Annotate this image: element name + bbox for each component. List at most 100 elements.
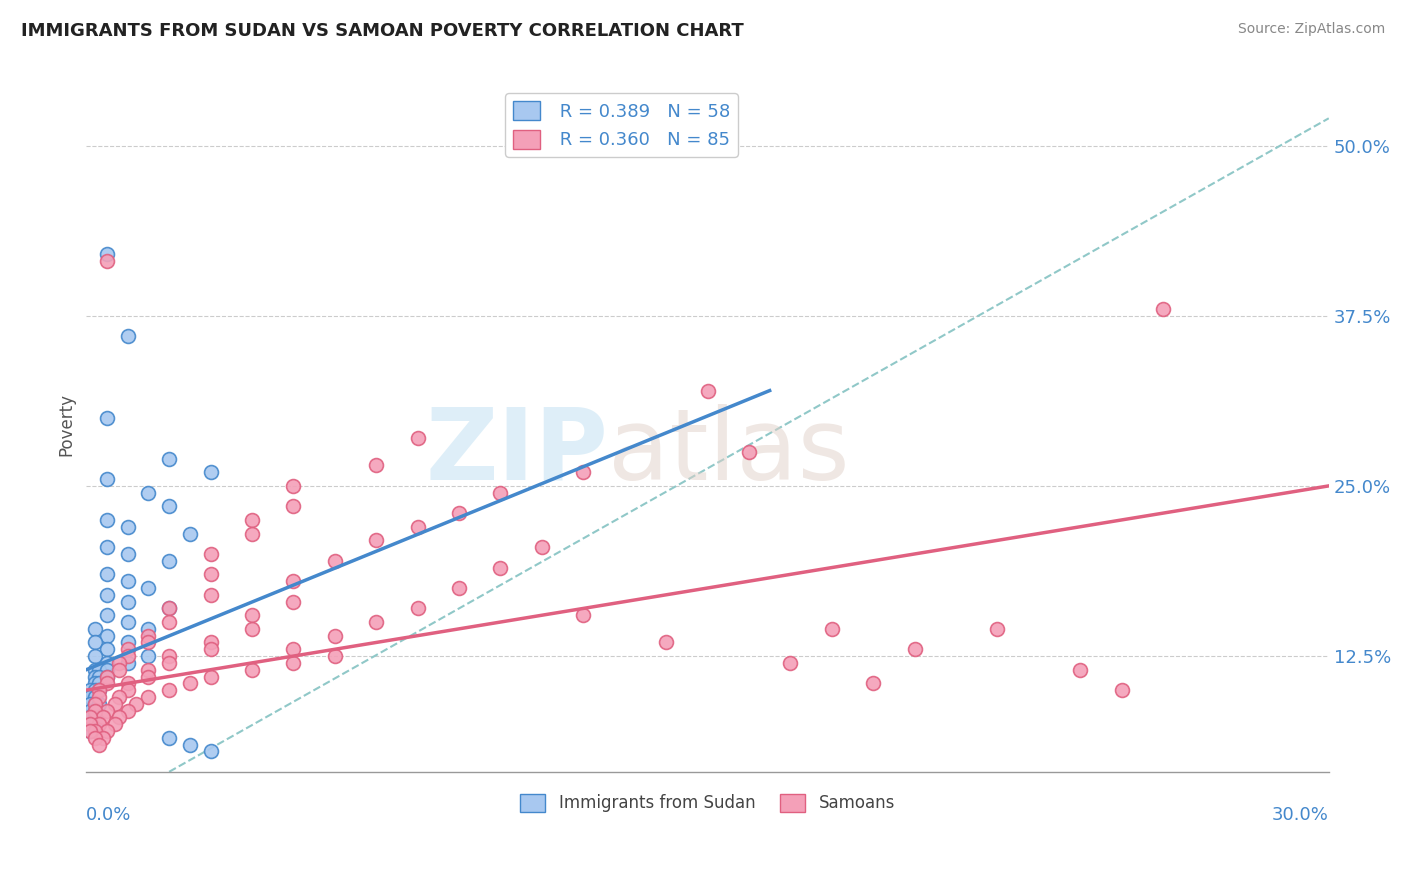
Point <box>83 697 105 711</box>
Point <box>83 697 105 711</box>
Point <box>200 744 222 758</box>
Point <box>179 738 201 752</box>
Point <box>240 608 263 623</box>
Point <box>79 697 101 711</box>
Point <box>986 622 1008 636</box>
Point <box>96 656 118 670</box>
Point <box>323 629 346 643</box>
Point <box>96 676 118 690</box>
Point <box>138 663 160 677</box>
Point <box>83 704 105 718</box>
Point <box>83 717 105 731</box>
Point <box>117 656 139 670</box>
Point <box>83 635 105 649</box>
Point <box>406 520 429 534</box>
Point <box>323 649 346 664</box>
Point <box>240 622 263 636</box>
Point <box>200 588 222 602</box>
Point <box>96 704 118 718</box>
Point <box>91 731 114 745</box>
Point <box>96 608 118 623</box>
Point <box>157 656 180 670</box>
Point <box>117 574 139 589</box>
Point <box>117 683 139 698</box>
Point <box>83 731 105 745</box>
Point <box>572 465 595 479</box>
Legend: Immigrants from Sudan, Samoans: Immigrants from Sudan, Samoans <box>513 787 901 819</box>
Point <box>96 410 118 425</box>
Point <box>104 717 127 731</box>
Point <box>117 594 139 608</box>
Point <box>157 554 180 568</box>
Point <box>96 540 118 554</box>
Point <box>904 642 927 657</box>
Point <box>104 697 127 711</box>
Point <box>138 669 160 683</box>
Point <box>366 533 388 548</box>
Point <box>157 731 180 745</box>
Point <box>83 683 105 698</box>
Point <box>157 683 180 698</box>
Point <box>283 500 305 514</box>
Point <box>240 513 263 527</box>
Point <box>117 649 139 664</box>
Point <box>200 669 222 683</box>
Point <box>572 608 595 623</box>
Point <box>489 560 512 574</box>
Point <box>138 622 160 636</box>
Point <box>283 479 305 493</box>
Point <box>108 663 131 677</box>
Point <box>96 567 118 582</box>
Point <box>157 601 180 615</box>
Point <box>157 615 180 629</box>
Point <box>240 663 263 677</box>
Point <box>83 663 105 677</box>
Point <box>117 615 139 629</box>
Point <box>157 649 180 664</box>
Text: Source: ZipAtlas.com: Source: ZipAtlas.com <box>1237 22 1385 37</box>
Point <box>87 683 110 698</box>
Y-axis label: Poverty: Poverty <box>58 393 75 456</box>
Point <box>489 485 512 500</box>
Point <box>117 520 139 534</box>
Point <box>96 254 118 268</box>
Point <box>79 723 101 738</box>
Point <box>779 656 801 670</box>
Point <box>79 723 101 738</box>
Point <box>87 697 110 711</box>
Point <box>200 567 222 582</box>
Point <box>117 635 139 649</box>
Point <box>91 710 114 724</box>
Point <box>157 451 180 466</box>
Point <box>323 554 346 568</box>
Point <box>138 485 160 500</box>
Point <box>108 690 131 704</box>
Point <box>283 574 305 589</box>
Point <box>83 723 105 738</box>
Point <box>87 669 110 683</box>
Point <box>79 690 101 704</box>
Point <box>87 663 110 677</box>
Point <box>283 594 305 608</box>
Point <box>96 669 118 683</box>
Point <box>138 649 160 664</box>
Point <box>87 690 110 704</box>
Point <box>738 445 761 459</box>
Point <box>125 697 148 711</box>
Point <box>179 526 201 541</box>
Point <box>406 431 429 445</box>
Point <box>83 710 105 724</box>
Point <box>179 676 201 690</box>
Point <box>96 663 118 677</box>
Point <box>862 676 884 690</box>
Point <box>83 690 105 704</box>
Point <box>283 656 305 670</box>
Point <box>117 547 139 561</box>
Point <box>83 669 105 683</box>
Text: 0.0%: 0.0% <box>86 805 132 824</box>
Point <box>200 547 222 561</box>
Point <box>1111 683 1133 698</box>
Point <box>138 690 160 704</box>
Point <box>96 669 118 683</box>
Point <box>447 506 470 520</box>
